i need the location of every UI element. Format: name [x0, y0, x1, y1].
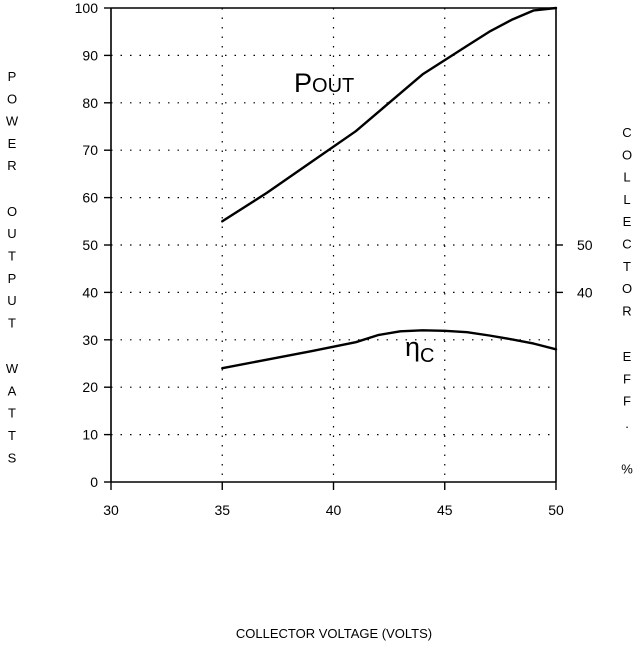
x-tick-label: 35: [214, 502, 230, 518]
y-tick-label: 80: [82, 95, 98, 111]
labels: POUT ηC COLLECTOR VOLTAGE (VOLTS) P O W E R O U T P…: [6, 68, 633, 641]
x-tick-label: 50: [548, 502, 564, 518]
y-tick-label: 40: [82, 284, 98, 300]
series-label-0: POUT: [294, 68, 354, 98]
y-tick-label: 10: [82, 427, 98, 443]
y-tick-label: 50: [82, 237, 98, 253]
series-line-0: [221, 6, 558, 223]
y-tick-label: 70: [82, 142, 98, 158]
x-tick-label: 40: [326, 502, 342, 518]
x-tick-label: 30: [103, 502, 119, 518]
grid: [111, 8, 556, 482]
y-tick-label: 0: [90, 474, 98, 490]
y-tick-label: 90: [82, 47, 98, 63]
y-tick-label: 20: [82, 379, 98, 395]
y-tick-label: 60: [82, 190, 98, 206]
x-tick-label: 45: [437, 502, 453, 518]
y-axis-title-right: C O L L E C T O R E F F.%: [621, 125, 633, 477]
y-tick-label: 100: [75, 0, 99, 16]
series: [221, 6, 558, 370]
y2-tick-label: 50: [577, 237, 593, 253]
series-line-1: [221, 329, 558, 370]
series-label-1: ηC: [405, 332, 434, 367]
x-axis-title: COLLECTOR VOLTAGE (VOLTS): [236, 626, 432, 641]
y-tick-label: 30: [82, 332, 98, 348]
axes: 0 10 20 30 40 50 60 70 80 90 100 30 35 40 45 50 40 50: [75, 0, 593, 518]
y2-tick-label: 40: [577, 284, 593, 300]
